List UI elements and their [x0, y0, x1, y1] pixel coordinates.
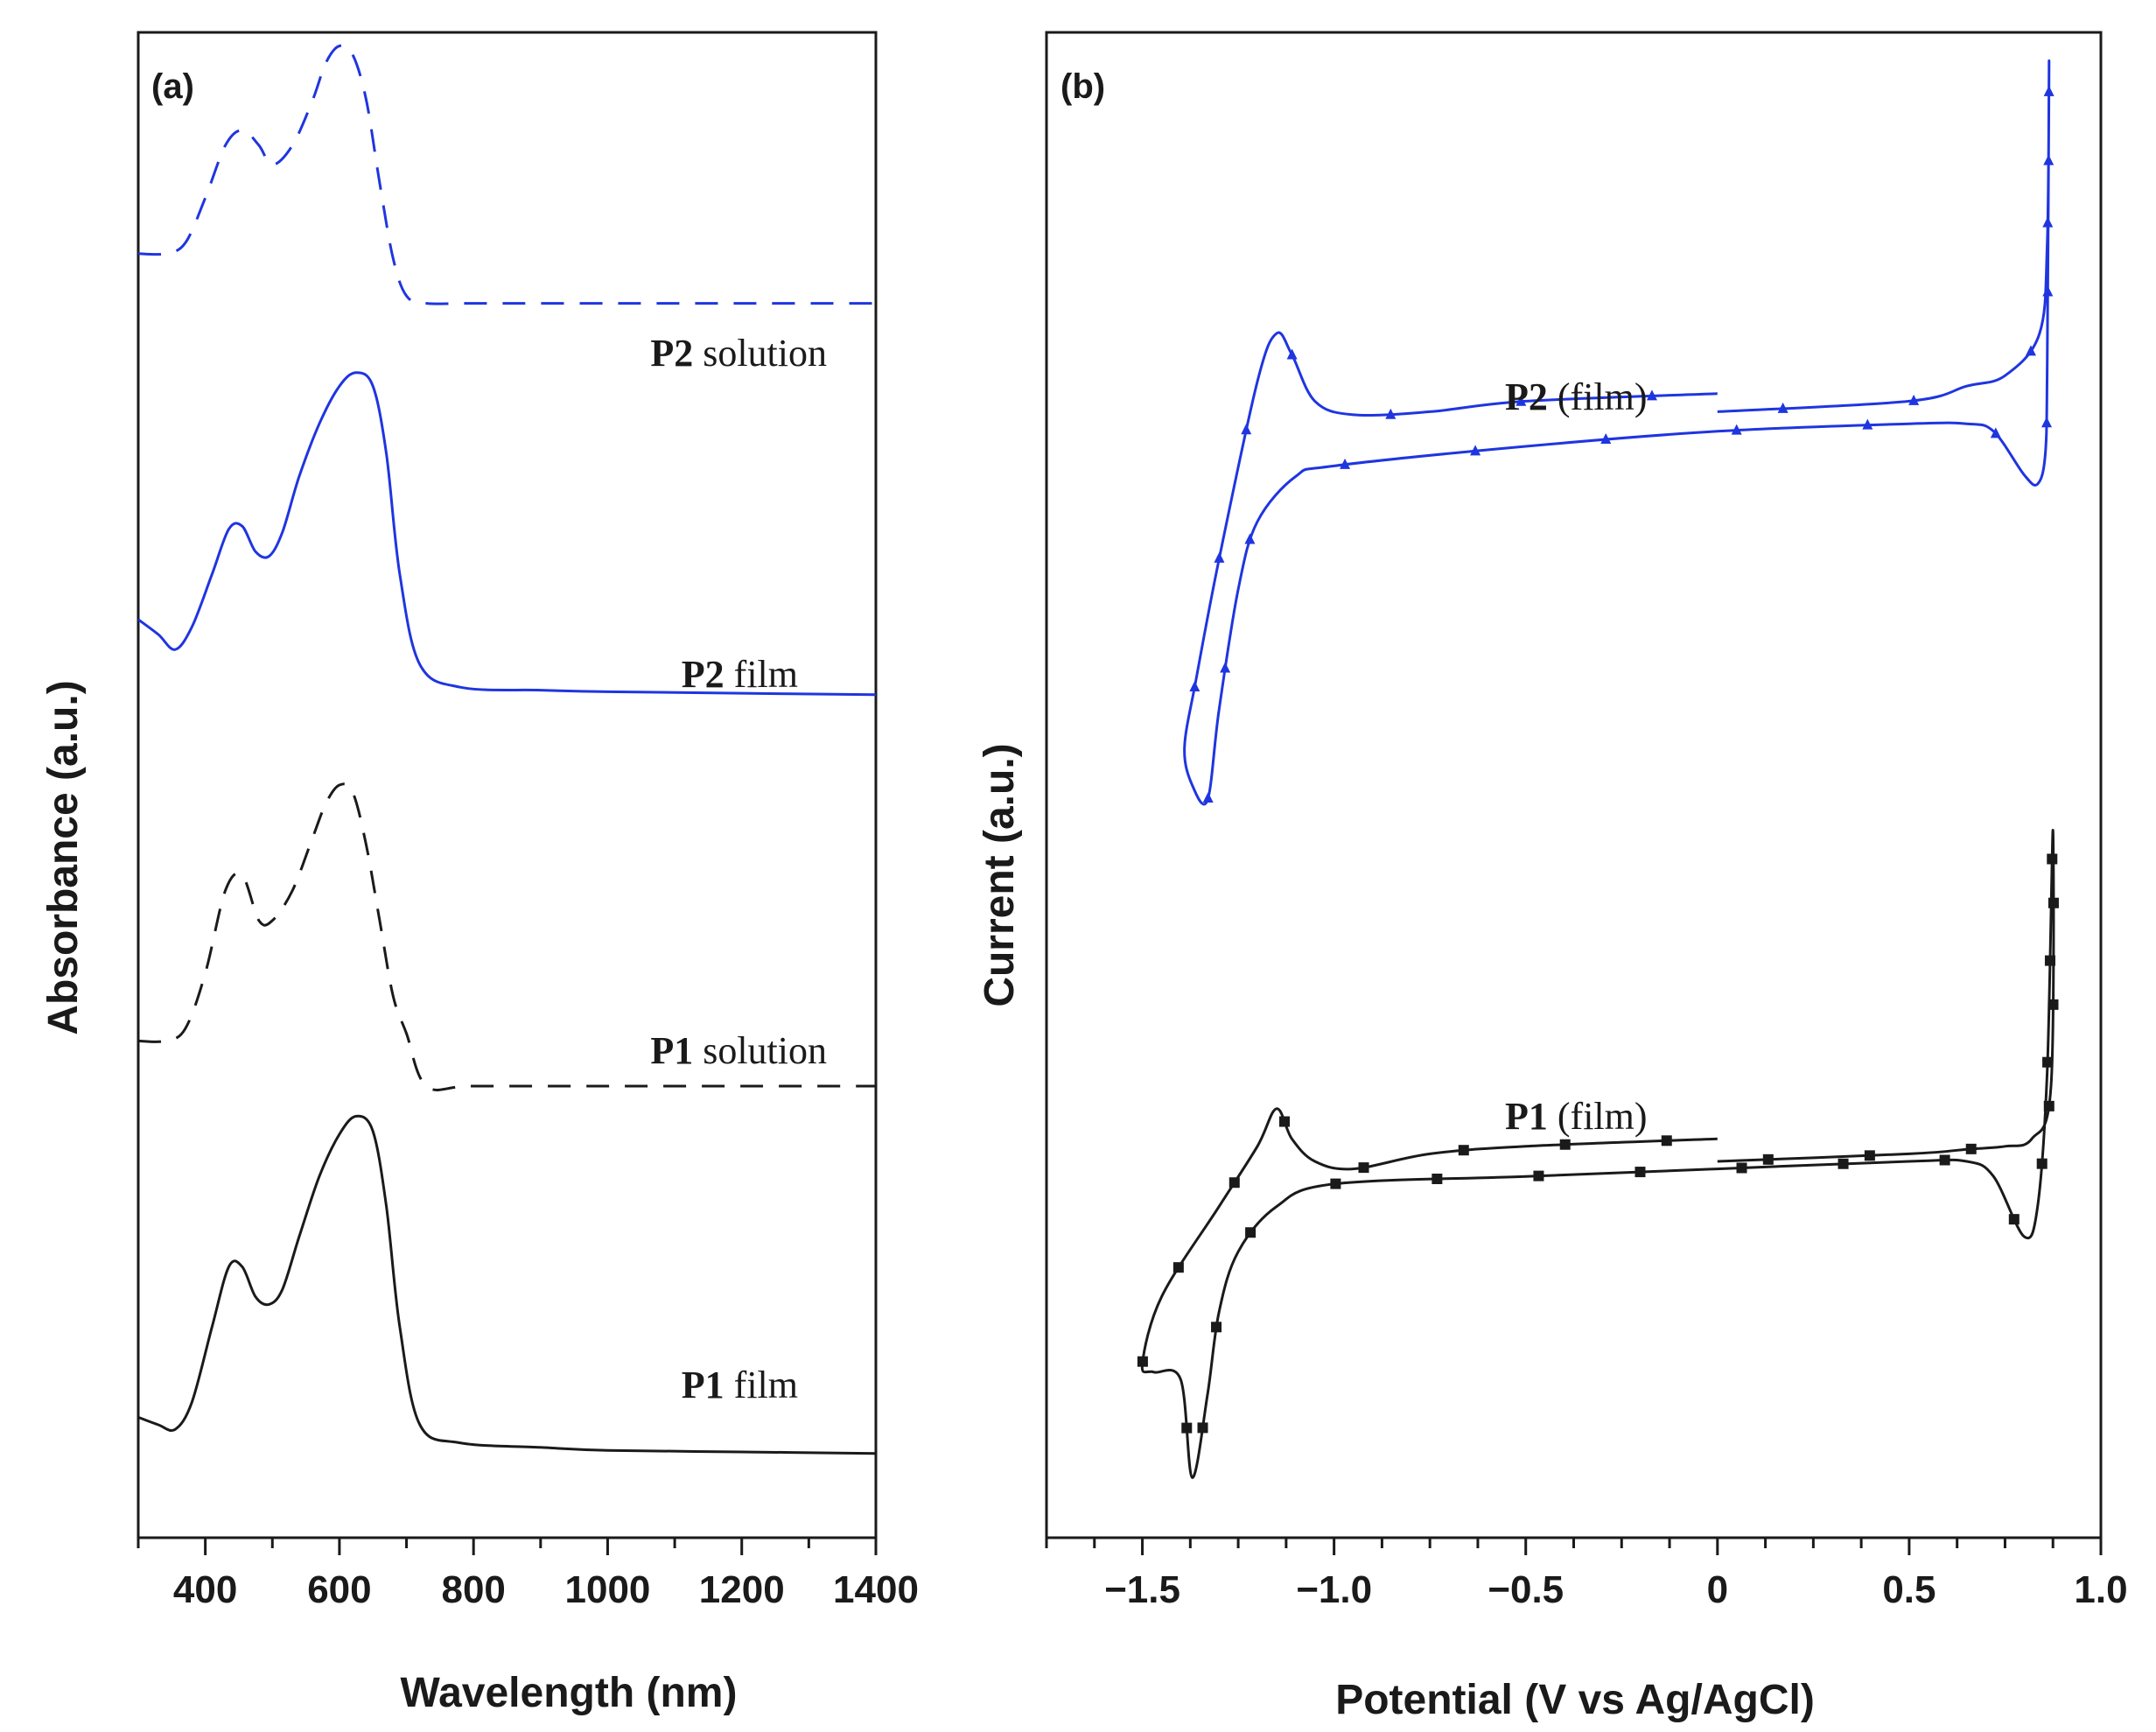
series-marker — [1990, 427, 2001, 438]
series-marker — [2043, 154, 2054, 165]
x-tick-label: 800 — [441, 1568, 505, 1611]
x-tick-label: 600 — [307, 1568, 371, 1611]
series-line-p1-film — [1140, 829, 2055, 1479]
series-marker — [2044, 955, 2055, 966]
series-marker — [1908, 394, 1920, 405]
series-marker — [1202, 791, 1214, 803]
x-tick-label: 1200 — [699, 1568, 785, 1611]
series-marker — [2041, 417, 2053, 428]
series-marker — [1965, 1143, 1977, 1154]
series-marker — [1172, 1262, 1184, 1273]
series-line-p1-solution — [137, 782, 876, 1091]
series-marker — [1197, 1422, 1208, 1434]
x-tick-label: −1.0 — [1296, 1568, 1372, 1611]
x-tick-label: 1000 — [565, 1568, 651, 1611]
series-marker — [1279, 1116, 1291, 1127]
x-tick-label: 400 — [173, 1568, 237, 1611]
series-a — [137, 44, 877, 1455]
series-marker — [1137, 1356, 1148, 1367]
plot-frame-b — [1045, 31, 2103, 1539]
x-tick-label: 0.5 — [1882, 1568, 1936, 1611]
series-marker — [1862, 418, 1873, 430]
series-marker — [2043, 1100, 2054, 1111]
series-marker — [1470, 445, 1481, 456]
series-marker — [1214, 551, 1225, 563]
series-marker — [1661, 1135, 1672, 1146]
x-tick-label: −0.5 — [1488, 1568, 1564, 1611]
series-marker — [1189, 680, 1200, 691]
x-ticks-a: 400 600 800 1000 1200 1400 — [136, 1538, 919, 1611]
series-marker — [1228, 1177, 1240, 1189]
series-label: P2 film — [682, 653, 798, 696]
series-marker — [2036, 1158, 2048, 1169]
series-marker — [1516, 395, 1527, 406]
series-marker — [2043, 85, 2054, 96]
series-marker — [2042, 285, 2054, 297]
x-tick-label: 1.0 — [2074, 1568, 2127, 1611]
series-marker — [1211, 1322, 1222, 1333]
panel-label-a: (a) — [151, 67, 194, 106]
series-marker — [1286, 348, 1298, 360]
series-marker — [1340, 458, 1351, 469]
series-label: P2 solution — [650, 332, 827, 375]
series-marker — [1646, 389, 1657, 401]
series-line-p2-solution — [137, 44, 876, 305]
series-marker — [2048, 999, 2059, 1010]
series-marker — [1736, 1162, 1747, 1174]
series-marker — [2047, 853, 2058, 865]
series-marker — [2008, 1214, 2020, 1225]
series-label: P1 solution — [650, 1029, 827, 1072]
series-marker — [1762, 1153, 1774, 1165]
series-marker — [1458, 1145, 1469, 1156]
series-marker — [1600, 433, 1612, 445]
series-marker — [1559, 1139, 1571, 1150]
series-marker — [2042, 216, 2054, 228]
series-marker — [1358, 1162, 1369, 1174]
series-line-p2-film — [1183, 59, 2051, 806]
series-marker — [1777, 402, 1788, 413]
x-tick-label: 0 — [1707, 1568, 1728, 1611]
series-marker — [1533, 1170, 1544, 1182]
x-ticks-b: −1.5 −1.0 −0.5 0 0.5 1.0 — [1045, 1538, 2128, 1611]
series-marker — [1245, 1227, 1256, 1238]
x-axis-label-b: Potential (V vs Ag/AgCl) — [1335, 1677, 1815, 1723]
y-axis-label-b: Current (a.u.) — [976, 743, 1023, 1006]
series-marker — [1244, 533, 1256, 544]
x-tick-label: −1.5 — [1104, 1568, 1180, 1611]
series-marker — [1634, 1167, 1646, 1178]
x-axis-label-a: Wavelength (nm) — [401, 1670, 738, 1716]
series-labels-b: P2 (film) P1 (film) — [1505, 375, 1648, 1138]
series-marker — [2048, 897, 2059, 908]
series-line-p2-film — [137, 371, 877, 697]
series-label: P1 film — [682, 1364, 798, 1406]
series-line-p1-film — [137, 1114, 877, 1455]
series-marker — [1385, 408, 1396, 419]
series-marker — [2025, 345, 2036, 356]
series-labels-a: P2 solution P2 film P1 solution P1 film — [650, 332, 827, 1406]
y-axis-label-a: Absorbance (a.u.) — [40, 680, 87, 1034]
series-marker — [1181, 1422, 1193, 1434]
plot-frame-a — [136, 31, 878, 1539]
series-marker — [1939, 1154, 1950, 1166]
series-marker — [1432, 1173, 1443, 1184]
x-tick-label: 1400 — [833, 1568, 919, 1611]
series-marker — [1864, 1150, 1875, 1161]
series-marker — [1220, 662, 1231, 673]
series-marker — [1838, 1158, 1849, 1169]
series-marker — [1731, 424, 1742, 435]
series-marker — [1330, 1178, 1341, 1189]
series-label: P1 (film) — [1505, 1095, 1648, 1138]
series-marker — [2042, 1056, 2054, 1068]
panel-label-b: (b) — [1060, 67, 1105, 106]
series-marker — [1241, 424, 1252, 435]
series-b — [1137, 59, 2059, 1479]
series-label: P2 (film) — [1505, 375, 1648, 418]
